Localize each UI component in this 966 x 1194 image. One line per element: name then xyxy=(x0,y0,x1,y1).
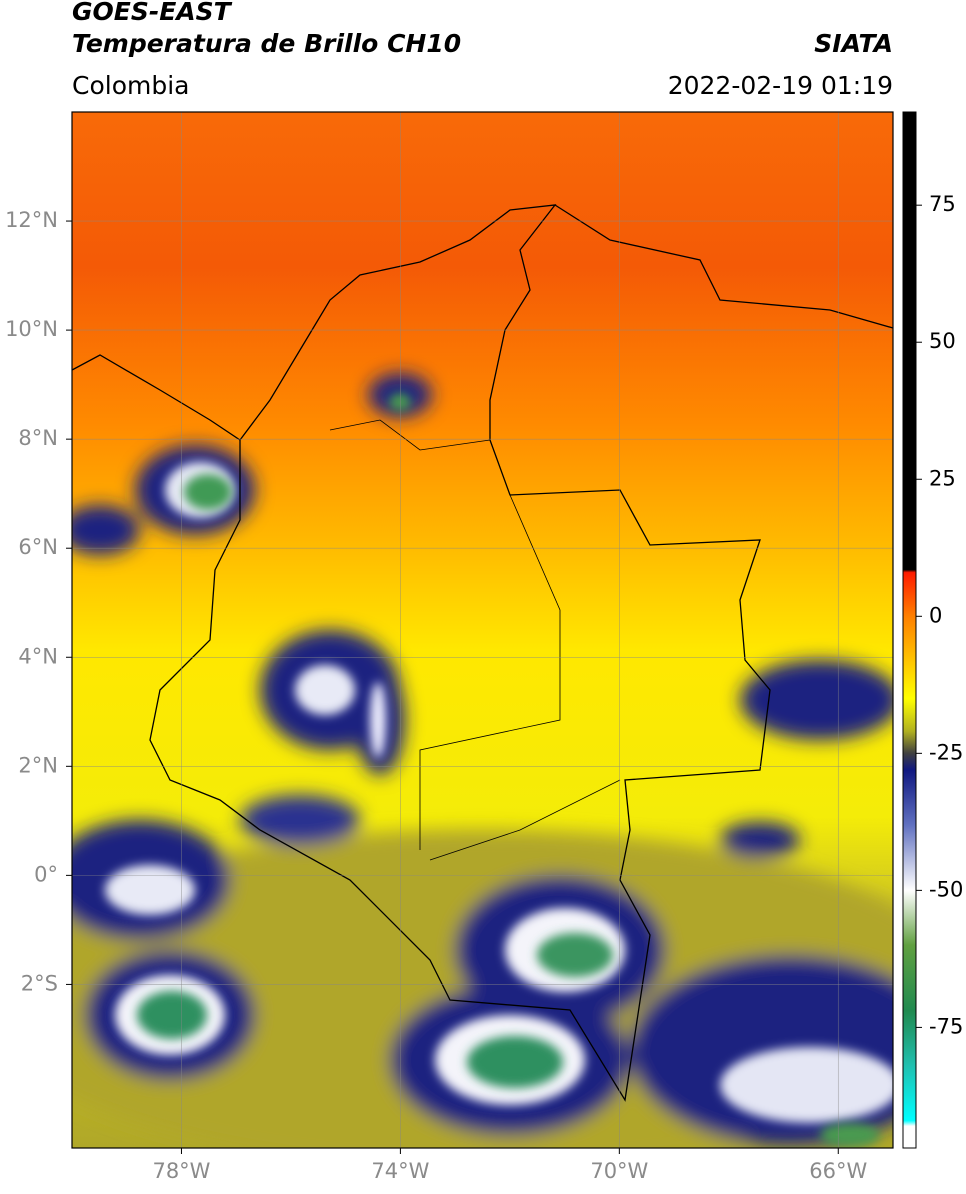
region: Colombia xyxy=(72,71,189,100)
y-tick-label: 6°N xyxy=(18,535,58,559)
map-image xyxy=(72,112,893,1148)
colorbar-tick-label: 50 xyxy=(929,329,956,353)
colorbar-tick-label: 25 xyxy=(929,466,956,490)
colorbar xyxy=(902,111,917,1149)
map-frame xyxy=(71,111,894,1149)
y-tick-label: 10°N xyxy=(5,317,58,341)
y-tick-label: 12°N xyxy=(5,208,58,232)
y-tick-label: 4°N xyxy=(18,644,58,668)
colorbar-tick-label: 75 xyxy=(929,192,956,216)
colorbar-tick-label: -25 xyxy=(929,740,963,764)
source: SIATA xyxy=(814,29,893,58)
title: GOES-EAST xyxy=(72,0,233,26)
y-tick-label: 2°S xyxy=(21,971,58,995)
y-tick-label: 0° xyxy=(34,862,58,886)
x-tick-label: 66°W xyxy=(809,1159,867,1183)
x-tick-label: 78°W xyxy=(152,1159,210,1183)
subtitle: Temperatura de Brillo CH10 xyxy=(72,29,461,58)
colorbar-tick-label: 0 xyxy=(929,603,942,627)
colorbar-tick-label: -50 xyxy=(929,877,963,901)
y-tick-label: 8°N xyxy=(18,426,58,450)
y-tick-label: 2°N xyxy=(18,753,58,777)
timestamp: 2022-02-19 01:19 xyxy=(668,71,893,100)
x-tick-label: 74°W xyxy=(371,1159,429,1183)
x-tick-label: 70°W xyxy=(590,1159,648,1183)
colorbar-tick-label: -75 xyxy=(929,1014,963,1038)
